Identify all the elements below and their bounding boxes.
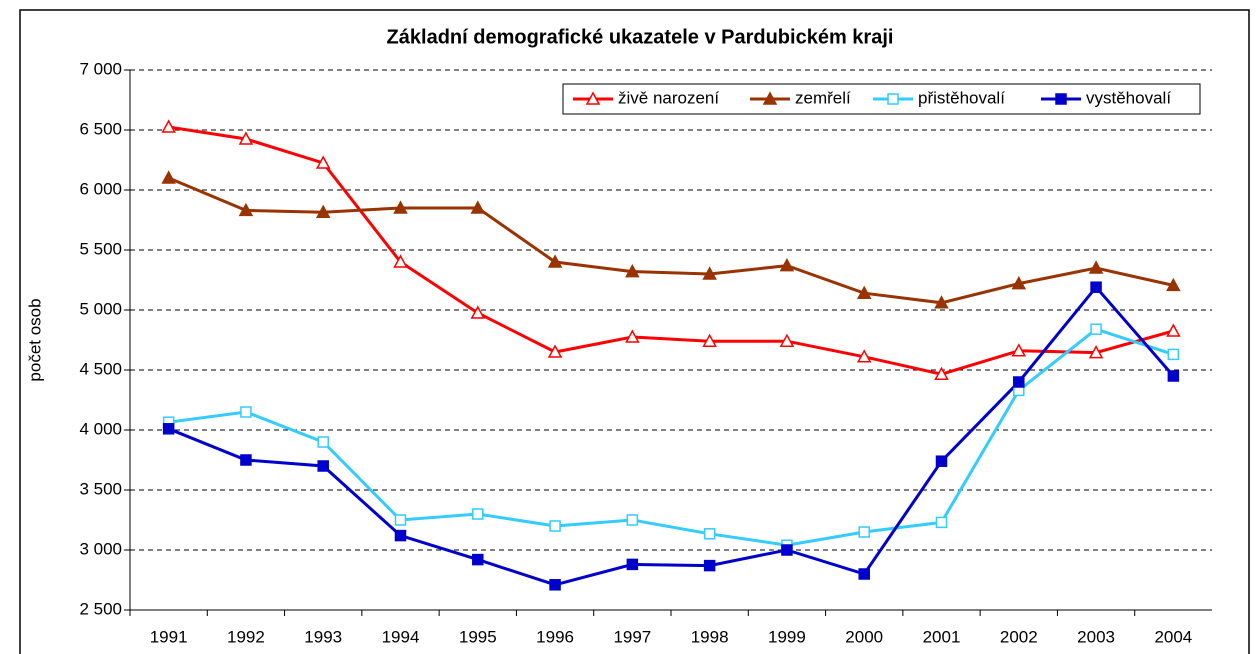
x-tick-label: 1992 xyxy=(227,627,265,646)
chart-frame xyxy=(19,9,1250,654)
marker xyxy=(1011,343,1027,357)
marker xyxy=(1055,93,1067,105)
marker xyxy=(779,258,795,272)
marker xyxy=(394,529,407,542)
marker xyxy=(1167,370,1180,382)
legend-label: přistěhovalí xyxy=(918,88,1005,107)
marker xyxy=(315,204,331,218)
marker xyxy=(1011,276,1027,290)
marker xyxy=(703,528,716,540)
marker xyxy=(1166,277,1181,292)
y-tick-label: 2 500 xyxy=(79,599,122,618)
marker xyxy=(549,520,561,532)
marker xyxy=(472,508,484,520)
x-tick-label: 2001 xyxy=(923,627,961,646)
series-line xyxy=(168,125,1174,376)
marker xyxy=(1090,323,1102,335)
marker xyxy=(394,514,407,526)
marker xyxy=(935,455,948,467)
marker xyxy=(856,285,872,299)
y-tick-label: 5 500 xyxy=(79,239,122,258)
marker xyxy=(858,526,870,538)
marker xyxy=(238,131,254,145)
marker xyxy=(858,568,870,580)
marker xyxy=(626,514,639,526)
marker xyxy=(856,349,872,363)
marker xyxy=(1090,281,1102,293)
marker xyxy=(240,454,252,466)
marker xyxy=(470,200,486,214)
marker xyxy=(703,559,716,572)
y-tick-label: 3 500 xyxy=(79,479,122,498)
marker xyxy=(547,254,563,268)
marker xyxy=(626,558,639,571)
x-tick-label: 1991 xyxy=(150,627,188,646)
y-tick-label: 5 000 xyxy=(79,299,122,318)
marker xyxy=(393,200,408,214)
marker xyxy=(935,516,948,529)
marker xyxy=(625,329,640,343)
marker xyxy=(317,436,329,448)
series-line xyxy=(168,327,1174,547)
marker xyxy=(887,93,899,105)
marker xyxy=(779,333,795,347)
marker xyxy=(702,333,717,347)
x-tick-label: 1996 xyxy=(536,627,574,646)
marker xyxy=(762,91,778,105)
marker xyxy=(585,91,601,105)
marker xyxy=(781,544,793,556)
y-tick-label: 7 000 xyxy=(79,59,122,78)
marker xyxy=(315,155,331,169)
y-axis-label: počet osob xyxy=(25,298,44,381)
legend-label: zemřelí xyxy=(795,88,851,107)
marker xyxy=(470,305,486,319)
y-tick-label: 4 500 xyxy=(79,359,122,378)
marker xyxy=(1088,260,1104,274)
y-tick-label: 6 500 xyxy=(79,119,122,138)
marker xyxy=(934,295,949,309)
x-tick-label: 1993 xyxy=(304,627,342,646)
legend-label: vystěhovalí xyxy=(1086,88,1171,107)
marker xyxy=(549,579,561,591)
marker xyxy=(702,266,717,280)
legend-label: živě narození xyxy=(618,88,719,107)
x-tick-label: 1994 xyxy=(382,627,420,646)
y-tick-label: 3 000 xyxy=(79,539,122,558)
x-tick-label: 2000 xyxy=(845,627,883,646)
x-tick-label: 2004 xyxy=(1154,627,1192,646)
x-tick-label: 1997 xyxy=(613,627,651,646)
x-tick-label: 2003 xyxy=(1077,627,1115,646)
marker xyxy=(161,119,176,133)
marker xyxy=(547,344,563,358)
x-tick-label: 1995 xyxy=(459,627,497,646)
marker xyxy=(625,264,640,278)
legend: živě narození zemřelí přistěhovalí vystěhov… xyxy=(562,83,1201,115)
x-tick-label: 1998 xyxy=(691,627,729,646)
x-tick-label: 2002 xyxy=(1000,627,1038,646)
chart-title: Základní demografické ukazatele v Pardub… xyxy=(387,26,894,48)
marker xyxy=(1088,345,1104,359)
marker xyxy=(472,553,484,566)
marker xyxy=(393,254,408,268)
marker xyxy=(317,460,329,472)
marker xyxy=(1166,323,1181,337)
y-tick-label: 6 000 xyxy=(79,179,122,198)
marker xyxy=(1013,376,1025,388)
marker xyxy=(238,202,254,217)
y-tick-label: 4 000 xyxy=(79,419,122,438)
marker xyxy=(162,423,175,435)
marker xyxy=(240,406,252,418)
marker xyxy=(1167,348,1180,361)
series-line xyxy=(168,284,1175,587)
marker xyxy=(934,366,949,380)
x-tick-label: 1999 xyxy=(768,627,806,646)
marker xyxy=(161,170,176,184)
series-line xyxy=(168,176,1174,305)
